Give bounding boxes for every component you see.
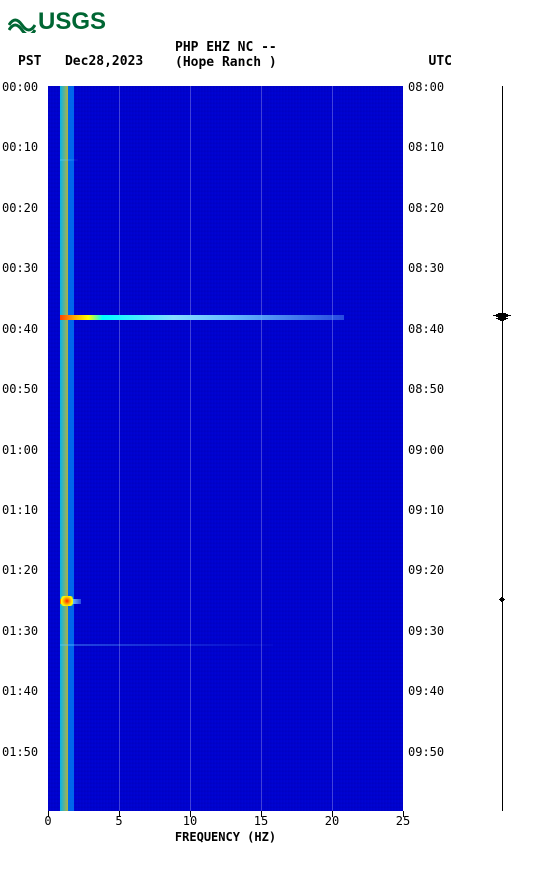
x-tick-mark [119, 811, 120, 817]
seismic-event [60, 315, 344, 320]
y-right-tick: 09:30 [408, 624, 444, 638]
low-freq-energy-band2 [68, 86, 74, 811]
y-right-tick: 09:40 [408, 684, 444, 698]
y-right-tick: 08:20 [408, 201, 444, 215]
y-right-tick: 08:10 [408, 140, 444, 154]
x-tick-mark [48, 811, 49, 817]
y-right-tick: 08:00 [408, 80, 444, 94]
plot-area: 00:0000:1000:2000:3000:4000:5001:0001:10… [0, 86, 552, 846]
amp-baseline [502, 86, 503, 811]
spectrogram-plot [48, 86, 403, 811]
seismic-event-blob [61, 596, 73, 606]
y-left-tick: 01:50 [2, 745, 38, 759]
right-timezone: UTC [429, 54, 452, 69]
usgs-logo: USGS [0, 0, 552, 36]
faint-signal [60, 159, 78, 161]
y-left-tick: 00:40 [2, 322, 38, 336]
x-tick-mark [190, 811, 191, 817]
y-left-tick: 01:00 [2, 443, 38, 457]
gridline [261, 86, 262, 811]
y-left-tick: 00:50 [2, 382, 38, 396]
station-name: (Hope Ranch ) [175, 55, 277, 70]
low-freq-energy-band [60, 86, 68, 811]
chart-header: PST Dec28,2023 PHP EHZ NC -- (Hope Ranch… [0, 36, 552, 80]
gridline [190, 86, 191, 811]
y-right-tick: 09:00 [408, 443, 444, 457]
y-left-tick: 00:30 [2, 261, 38, 275]
x-tick-mark [332, 811, 333, 817]
left-timezone: PST [18, 54, 41, 69]
date-label: Dec28,2023 [65, 54, 143, 69]
y-left-tick: 01:30 [2, 624, 38, 638]
amp-spike [500, 320, 505, 321]
y-right-tick: 08:30 [408, 261, 444, 275]
y-right-tick: 09:20 [408, 563, 444, 577]
y-left-tick: 01:40 [2, 684, 38, 698]
gridline [332, 86, 333, 811]
y-left-tick: 01:20 [2, 563, 38, 577]
logo-text: USGS [38, 8, 106, 36]
y-right-tick: 08:40 [408, 322, 444, 336]
y-left-tick: 01:10 [2, 503, 38, 517]
y-right-tick: 09:50 [408, 745, 444, 759]
station-code: PHP EHZ NC -- [175, 40, 277, 55]
noise-background [48, 86, 403, 811]
y-right-tick: 09:10 [408, 503, 444, 517]
y-left-tick: 00:20 [2, 201, 38, 215]
y-left-tick: 00:10 [2, 140, 38, 154]
gridline [119, 86, 120, 811]
y-left-tick: 00:00 [2, 80, 38, 94]
amp-spike [501, 601, 503, 602]
faint-signal [60, 644, 273, 646]
logo-wave-icon [8, 12, 36, 32]
x-tick-mark [403, 811, 404, 817]
amplitude-strip [492, 86, 514, 811]
x-axis-label: FREQUENCY (HZ) [48, 830, 403, 844]
y-right-tick: 08:50 [408, 382, 444, 396]
x-tick-mark [261, 811, 262, 817]
